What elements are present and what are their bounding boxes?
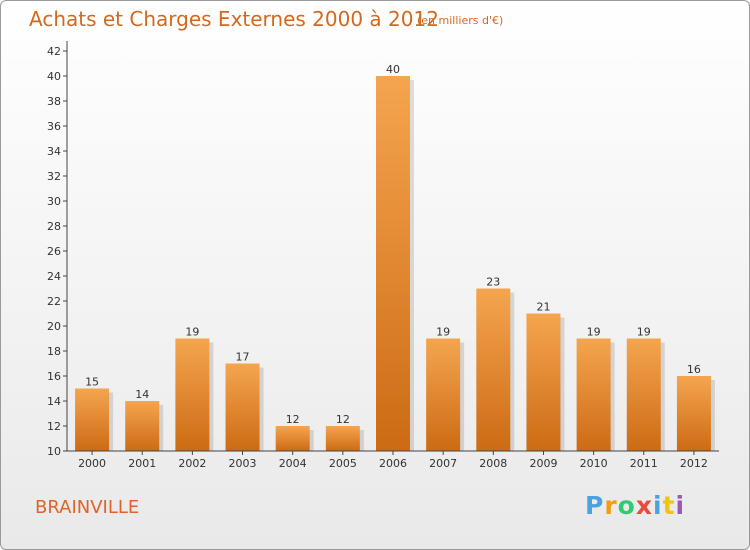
y-tick-label: 36 [47,120,61,133]
x-tick-label: 2005 [329,457,357,470]
logo-letter: o [617,491,636,520]
y-tick-label: 20 [47,320,61,333]
x-tick-label: 2010 [580,457,608,470]
data-label: 40 [386,63,400,76]
data-label: 23 [486,276,500,289]
y-tick-label: 30 [47,195,61,208]
x-tick-label: 2001 [128,457,156,470]
bar [376,76,410,451]
data-label: 19 [185,326,199,339]
data-label: 15 [85,376,99,389]
bar [325,426,360,451]
y-tick-label: 10 [47,445,61,458]
data-label: 14 [135,388,149,401]
bar [175,338,210,451]
y-tick-label: 22 [47,295,61,308]
logo-letter: t [662,491,676,520]
bar [576,338,611,451]
bar [225,363,260,451]
y-tick-label: 28 [47,220,61,233]
data-label: 16 [687,363,701,376]
logo-letter: i [653,491,663,520]
y-tick-label: 18 [47,345,61,358]
y-tick-label: 32 [47,170,61,183]
logo-letter: P [585,491,605,520]
bar [75,388,110,451]
logo-letter: x [635,491,653,520]
y-tick-label: 24 [47,270,61,283]
logo-letter: i [675,491,686,520]
y-tick-label: 40 [47,70,61,83]
data-label: 19 [436,326,450,339]
bar [626,338,661,451]
data-label: 17 [236,351,250,364]
x-tick-label: 2009 [529,457,557,470]
logo-letter: r [604,491,618,520]
bar [426,338,461,451]
x-tick-label: 2007 [429,457,457,470]
proxiti-logo: Proxiti [585,491,685,520]
bars [75,76,711,451]
data-labels: 15 14 19 17 12 12 40 19 23 21 19 19 16 [85,63,701,426]
x-tick-label: 2008 [479,457,507,470]
bar [526,313,561,451]
data-label: 21 [536,301,550,314]
x-tick-label: 2004 [279,457,307,470]
y-tick-label: 26 [47,245,61,258]
y-tick-label: 34 [47,145,61,158]
y-tick-label: 42 [47,45,61,58]
data-label: 12 [336,413,350,426]
x-tick-label: 2012 [680,457,708,470]
x-tick-label: 2003 [229,457,257,470]
bar [125,401,160,451]
chart-title: Achats et Charges Externes 2000 à 2012 [29,7,439,31]
bar [476,288,511,451]
chart-subtitle: (en milliers d'€) [417,14,504,27]
y-axis: 10 12 14 16 18 20 22 24 26 28 30 32 34 36 38 40 42 [47,41,68,458]
y-tick-label: 38 [47,95,61,108]
y-tick-label: 12 [47,420,61,433]
commune-name: BRAINVILLE [35,497,140,518]
x-tick-label: 2002 [178,457,206,470]
data-label: 19 [637,326,651,339]
y-tick-label: 14 [47,395,61,408]
x-tick-label: 2000 [78,457,106,470]
x-tick-label: 2006 [379,457,407,470]
x-tick-label: 2011 [630,457,658,470]
data-label: 12 [286,413,300,426]
bar [676,376,711,451]
y-tick-label: 16 [47,370,61,383]
x-axis: 2000 2001 2002 2003 2004 2005 2006 2007 2008 2009… [67,450,719,470]
data-label: 19 [587,326,601,339]
bar [275,426,310,451]
